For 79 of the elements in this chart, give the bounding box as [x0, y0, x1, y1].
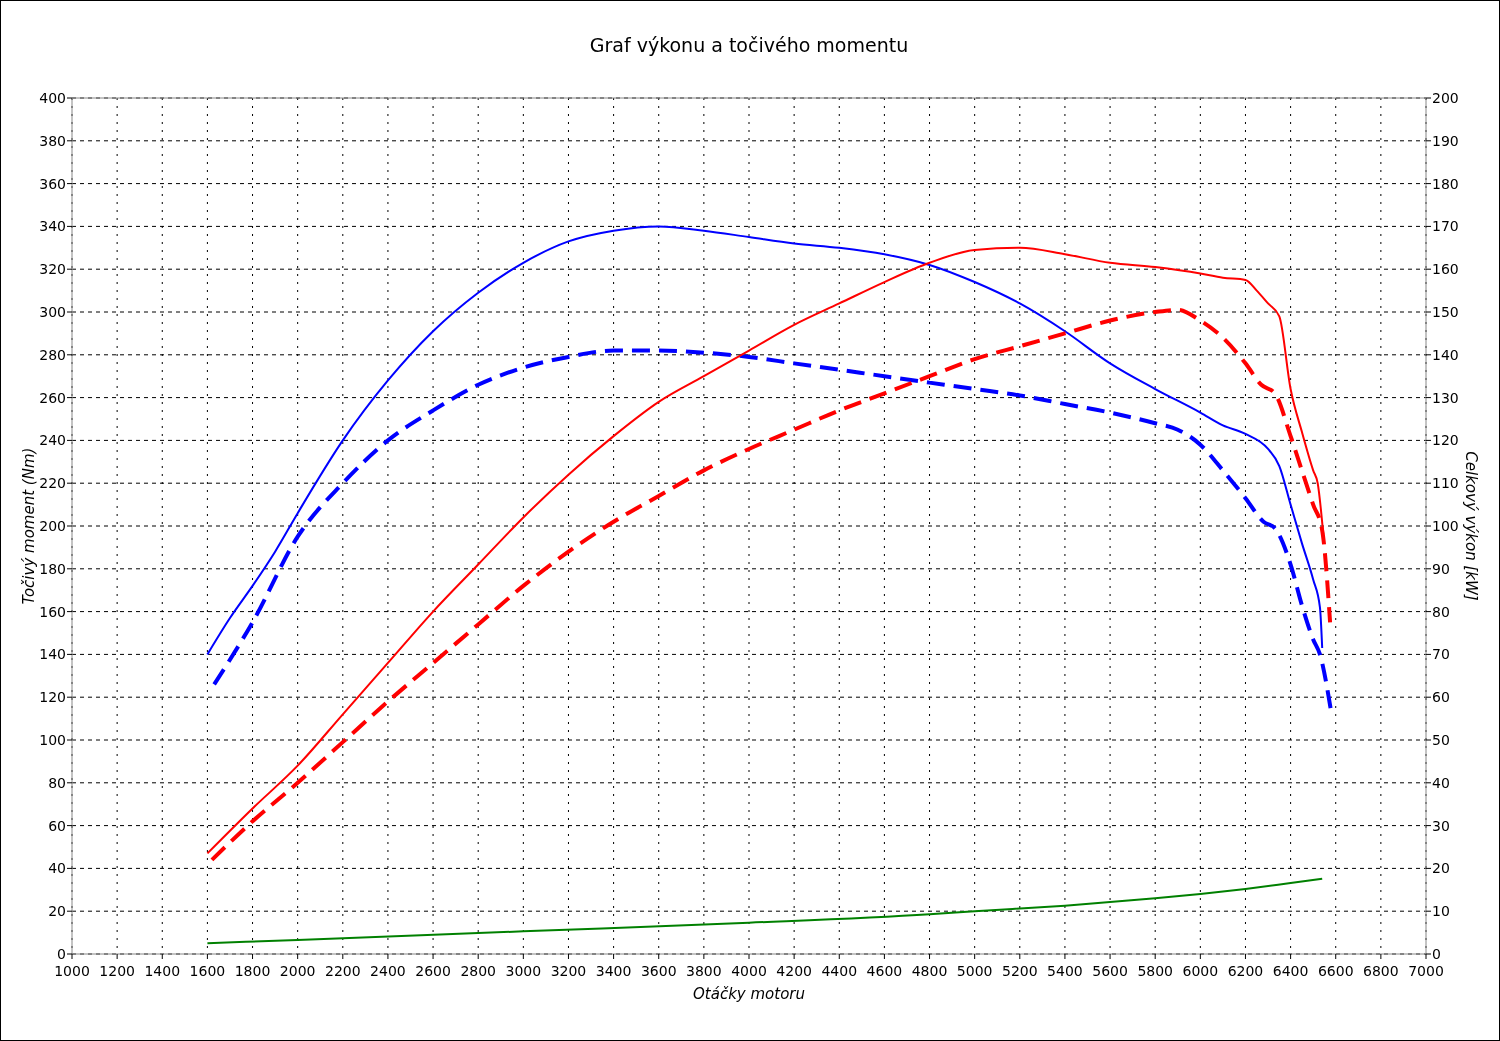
y2-tick-label: 180	[1432, 175, 1459, 192]
y-tick-label: 120	[39, 689, 66, 706]
x-tick-label: 3200	[550, 963, 587, 979]
y2-tick-label: 130	[1432, 389, 1459, 406]
x-tick-label: 6600	[1317, 963, 1354, 979]
y-tick-label: 80	[48, 774, 66, 791]
y2-tick-label: 100	[1432, 518, 1459, 534]
y2-tick-label: 170	[1432, 218, 1459, 235]
x-tick-label: 4600	[866, 963, 903, 979]
x-tick-label: 1200	[99, 963, 135, 979]
x-tick-label: 2800	[460, 963, 497, 979]
x-tick-label: 4400	[821, 963, 858, 979]
x-tick-label: 3000	[505, 963, 542, 979]
x-tick-label: 3400	[595, 963, 632, 979]
y2-tick-label: 80	[1432, 603, 1450, 620]
y2-axis-title: Celkový výkon [kW]	[1462, 451, 1480, 601]
y2-tick-label: 20	[1432, 860, 1450, 877]
x-tick-label: 5000	[956, 963, 993, 979]
y2-tick-label: 70	[1432, 646, 1450, 663]
y2-tick-label: 0	[1432, 946, 1441, 962]
y-tick-label: 320	[39, 261, 66, 278]
x-tick-label: 1000	[54, 963, 90, 979]
y-tick-label: 360	[39, 175, 66, 192]
y-tick-label: 40	[48, 860, 66, 877]
y2-tick-label: 160	[1432, 261, 1459, 278]
y-tick-label: 200	[39, 518, 66, 534]
y-tick-label: 260	[39, 389, 66, 406]
y2-tick-label: 140	[1432, 346, 1459, 363]
y-tick-label: 240	[39, 432, 66, 449]
x-tick-label: 6200	[1227, 963, 1264, 979]
y2-tick-label: 150	[1432, 304, 1459, 320]
y2-tick-label: 110	[1432, 475, 1459, 492]
x-tick-label: 7000	[1408, 963, 1444, 979]
y2-tick-label: 60	[1432, 689, 1450, 706]
y2-tick-label: 50	[1432, 732, 1450, 748]
y2-tick-label: 40	[1432, 774, 1450, 791]
x-tick-label: 5600	[1092, 963, 1128, 979]
y-tick-label: 20	[48, 903, 66, 920]
x-tick-label: 2200	[324, 963, 361, 979]
y-tick-label: 380	[39, 132, 66, 149]
x-tick-label: 6800	[1363, 963, 1399, 979]
y2-tick-label: 120	[1432, 432, 1459, 449]
x-tick-label: 2400	[370, 963, 406, 979]
y-tick-label: 60	[48, 817, 66, 834]
x-tick-label: 5200	[1001, 963, 1038, 979]
y-tick-label: 140	[39, 646, 66, 663]
y-tick-label: 300	[39, 304, 66, 320]
y-tick-label: 180	[39, 560, 66, 577]
y-tick-label: 220	[39, 475, 66, 492]
x-tick-label: 5800	[1137, 963, 1174, 979]
y2-tick-label: 190	[1432, 132, 1459, 149]
x-tick-label: 6000	[1182, 963, 1219, 979]
line-series	[206, 877, 1324, 945]
y-tick-label: 160	[39, 603, 66, 620]
x-tick-label: 1600	[189, 963, 226, 979]
x-tick-label: 4200	[776, 963, 812, 979]
x-tick-label: 2000	[279, 963, 316, 979]
y2-tick-label: 30	[1432, 817, 1450, 834]
y-tick-label: 340	[39, 218, 66, 235]
x-tick-label: 4800	[911, 963, 948, 979]
y-tick-label: 100	[39, 732, 66, 748]
y-axis-title: Točivý moment (Nm)	[20, 447, 38, 605]
y-tick-label: 400	[39, 90, 66, 106]
x-tick-label: 4000	[731, 963, 767, 979]
x-tick-label: 1400	[144, 963, 181, 979]
x-tick-label: 2600	[415, 963, 451, 979]
line-series	[206, 225, 1324, 656]
y-tick-label: 280	[39, 346, 66, 363]
x-tick-label: 6400	[1272, 963, 1309, 979]
x-tick-label: 3800	[686, 963, 722, 979]
y-tick-label: 0	[57, 946, 66, 962]
y2-tick-label: 200	[1432, 90, 1459, 106]
x-tick-label: 5400	[1047, 963, 1083, 979]
chart-title: Graf výkonu a točivého momentu	[589, 34, 909, 56]
x-tick-label: 3600	[640, 963, 677, 979]
x-axis-title: Otáčky motoru	[693, 985, 805, 1003]
y2-tick-label: 10	[1432, 903, 1450, 920]
x-tick-label: 1800	[234, 963, 271, 979]
y2-tick-label: 90	[1432, 560, 1450, 577]
